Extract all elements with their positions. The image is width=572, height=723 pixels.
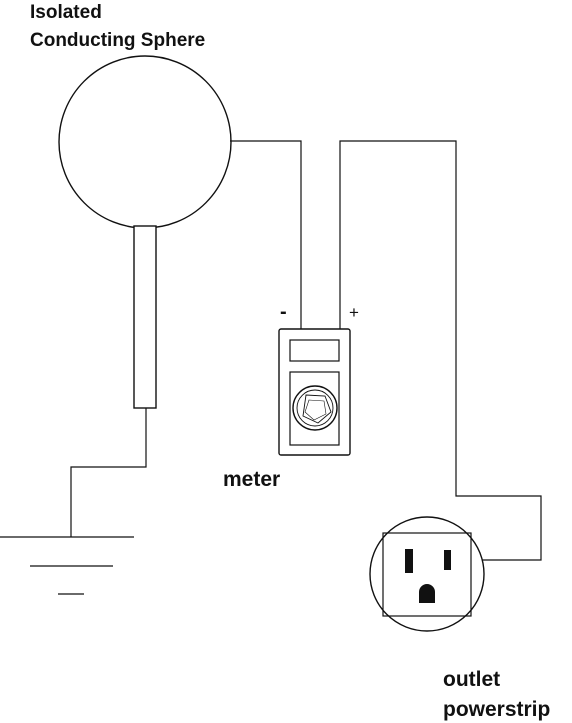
dial-knob-icon bbox=[302, 394, 332, 424]
multimeter bbox=[278, 328, 351, 456]
outlet-slot-left bbox=[405, 549, 413, 573]
insulating-stand bbox=[133, 225, 157, 409]
meter-dial bbox=[292, 385, 338, 431]
meter-label: meter bbox=[223, 468, 280, 491]
sphere-label-line1: Isolated bbox=[30, 2, 102, 23]
power-outlet bbox=[369, 516, 485, 632]
conducting-sphere bbox=[58, 55, 232, 229]
meter-display bbox=[289, 339, 340, 362]
positive-lead-wire bbox=[339, 140, 542, 561]
outlet-label-line2: powerstrip bbox=[443, 698, 550, 721]
negative-terminal-label: - bbox=[280, 301, 287, 323]
outlet-label-line1: outlet bbox=[443, 668, 500, 691]
negative-lead-wire bbox=[230, 140, 302, 330]
sphere-label-line2: Conducting Sphere bbox=[30, 30, 205, 51]
positive-terminal-label: + bbox=[349, 303, 359, 322]
outlet-ground-hole bbox=[419, 584, 435, 603]
ground-symbol bbox=[0, 536, 134, 595]
outlet-slot-right bbox=[444, 550, 451, 570]
outlet-plate bbox=[369, 516, 485, 632]
ground-wire bbox=[70, 408, 147, 537]
outlet-face bbox=[382, 532, 472, 617]
